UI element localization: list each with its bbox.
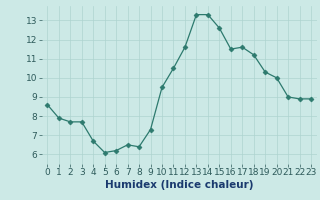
X-axis label: Humidex (Indice chaleur): Humidex (Indice chaleur) bbox=[105, 180, 253, 190]
